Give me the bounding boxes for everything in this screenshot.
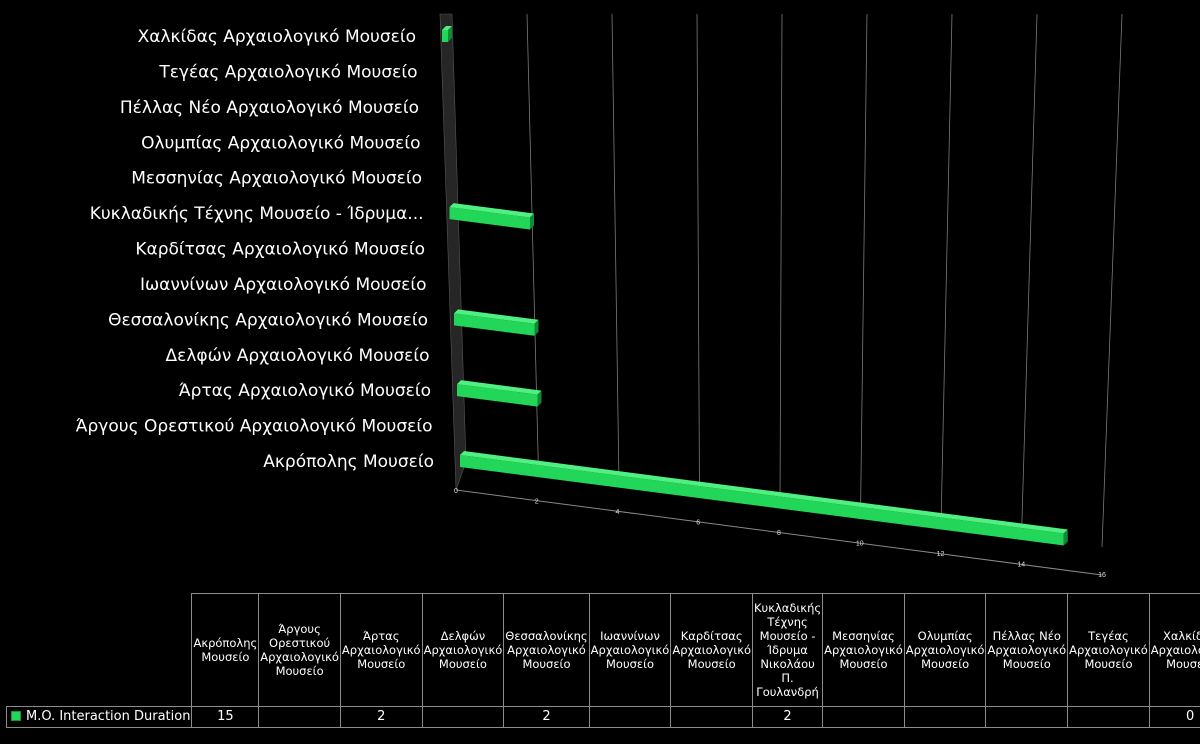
category-label: Τεγέας Αρχαιολογικό Μουσείο: [158, 62, 417, 82]
category-label: Άργους Ορεστικού Αρχαιολογικό Μουσείο: [76, 417, 433, 437]
data-table-values-row: M.O. Interaction Duration 15 2 2 2 0: [5, 706, 1200, 728]
data-table-value-cell: [588, 706, 672, 728]
data-table-corner: [6, 593, 193, 707]
data-table-value-cell: 15: [191, 706, 260, 728]
category-label: Χαλκίδας Αρχαιολογικό Μουσείο: [138, 27, 416, 47]
gridline: [940, 13, 953, 526]
data-table-value-cell: [258, 706, 341, 728]
category-label: Θεσσαλονίκης Αρχαιολογικό Μουσείο: [108, 310, 428, 330]
gridline: [1101, 13, 1123, 548]
legend-series-label: M.O. Interaction Duration: [26, 709, 191, 724]
data-table-header-cell: Ακρόπολης Μουσείο: [191, 593, 260, 707]
value-tick-label: 6: [696, 520, 700, 527]
data-table-header-cell: Δελφών Αρχαιολογικό Μουσείο: [421, 593, 505, 707]
category-label: Δελφών Αρχαιολογικό Μουσείο: [166, 346, 430, 366]
data-table-header-cell: Άρτας Αρχαιολογικό Μουσείο: [339, 593, 423, 707]
gridline: [779, 13, 783, 505]
gridline: [611, 13, 620, 484]
data-table-value-cell: [670, 706, 754, 728]
category-label: Πέλλας Νέο Αρχαιολογικό Μουσείο: [120, 98, 419, 118]
data-bar: [454, 309, 539, 336]
data-table-header-cell: Θεσσαλονίκης Αρχαιολογικό Μουσείο: [503, 593, 590, 707]
data-table-header-cell: Τεγέας Αρχαιολογικό Μουσείο: [1067, 593, 1150, 707]
data-table-value-cell: 0: [1148, 706, 1200, 728]
value-tick-label: 12: [937, 551, 945, 558]
data-table-header-cell: Άργους Ορεστικού Αρχαιολογικό Μουσείο: [258, 593, 341, 707]
category-label: Καρδίτσας Αρχαιολογικό Μουσείο: [135, 240, 425, 260]
data-table-value-cell: [421, 706, 505, 728]
category-label: Άρτας Αρχαιολογικό Μουσείο: [179, 381, 431, 401]
gridline: [1021, 13, 1038, 537]
data-table-header-cell: Πέλλας Νέο Αρχαιολογικό Μουσείο: [985, 593, 1069, 707]
data-table-header-cell: Χαλκίδας Αρχαιολογικό Μουσείο: [1148, 593, 1200, 707]
value-tick-label: 16: [1098, 572, 1106, 579]
data-table-value-cell: [1067, 706, 1150, 728]
data-bar: [442, 26, 452, 42]
category-axis-labels: Ακρόπολης Μουσείο Άργους Ορεστικού Αρχαιο…: [76, 27, 434, 472]
category-label: Κυκλαδικής Τέχνης Μουσείο - Ίδρυμα...: [90, 204, 424, 224]
data-table-header-row: Ακρόπολης Μουσείο Άργους Ορεστικού Αρχαιο…: [6, 593, 1200, 707]
category-label: Ιωαννίνων Αρχαιολογικό Μουσείο: [140, 275, 427, 295]
data-table-header-cell: Μεσσηνίας Αρχαιολογικό Μουσείο: [822, 593, 905, 707]
gridline: [696, 13, 700, 494]
data-bar: [460, 451, 1068, 546]
value-tick-label: 4: [616, 509, 620, 516]
chart-data-table: Ακρόπολης Μουσείο Άργους Ορεστικού Αρχαιο…: [5, 593, 1200, 728]
value-axis-line: [455, 489, 1103, 576]
data-bars: [442, 26, 1068, 546]
category-label: Ολυμπίας Αρχαιολογικό Μουσείο: [141, 133, 420, 153]
bar-chart-3d: Ακρόπολης Μουσείο Άργους Ορεστικού Αρχαιο…: [76, 13, 1123, 579]
data-table-header-cell: Καρδίτσας Αρχαιολογικό Μουσείο: [670, 593, 754, 707]
data-bar: [457, 380, 542, 407]
data-table-value-cell: 2: [339, 706, 423, 728]
data-table-header-cell: Ιωαννίνων Αρχαιολογικό Μουσείο: [588, 593, 672, 707]
data-table-value-cell: 2: [503, 706, 590, 728]
value-tick-label: 0: [454, 488, 458, 495]
data-table-header-cell: Ολυμπίας Αρχαιολογικό Μουσείο: [903, 593, 987, 707]
category-label: Μεσσηνίας Αρχαιολογικό Μουσείο: [131, 169, 422, 189]
legend-series-cell: M.O. Interaction Duration: [5, 706, 193, 728]
value-tick-label: 14: [1017, 562, 1025, 569]
value-tick-label: 2: [535, 499, 539, 506]
data-table-value-cell: 2: [752, 706, 824, 728]
data-table-value-cell: [822, 706, 905, 728]
data-bar: [449, 203, 534, 230]
chart-gridlines: [439, 13, 1123, 576]
data-table-header-cell: Κυκλαδικής Τέχνης Μουσείο - Ίδρυμα Νικολ…: [752, 593, 824, 707]
legend-key-icon: [11, 710, 21, 721]
gridline: [860, 13, 868, 516]
category-label: Ακρόπολης Μουσείο: [263, 452, 434, 472]
data-table-value-cell: [985, 706, 1069, 728]
value-axis-ticks: 0 2 4 6 8 10 12 14 16: [454, 488, 1106, 579]
value-tick-label: 8: [777, 530, 781, 537]
axis-wall: [439, 13, 467, 491]
data-table-value-cell: [903, 706, 987, 728]
value-tick-label: 10: [856, 541, 864, 548]
